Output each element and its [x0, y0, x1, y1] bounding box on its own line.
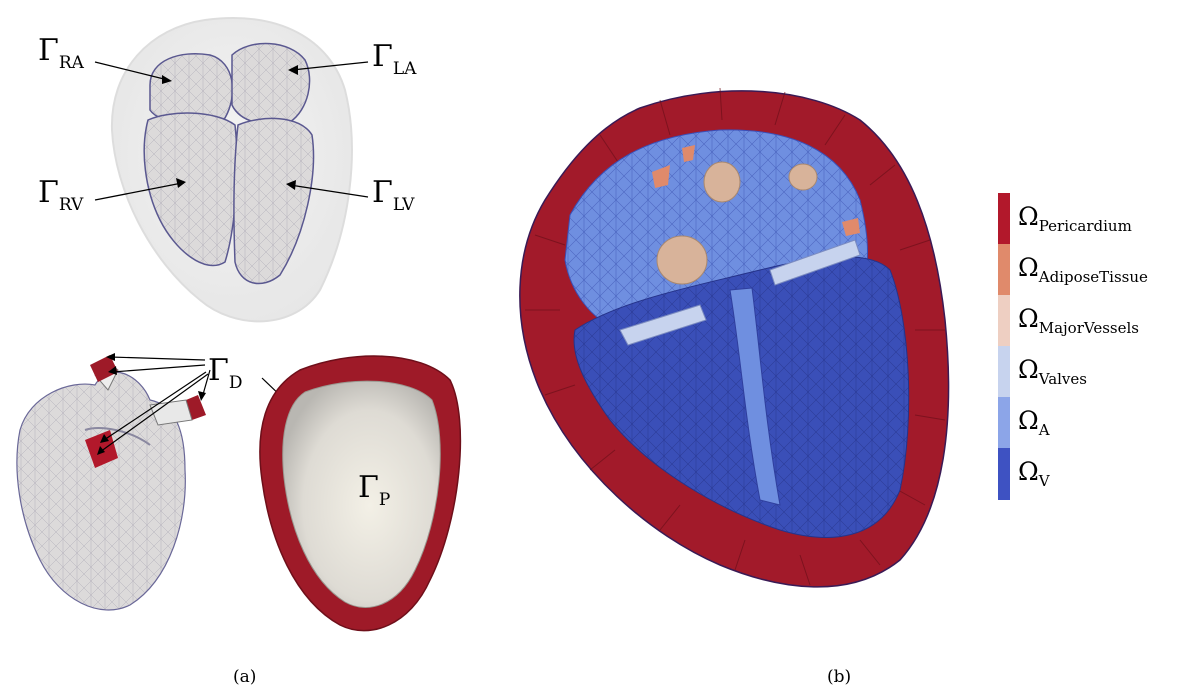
arrow-ra	[94, 61, 169, 81]
heart-chambers-illustration	[110, 17, 353, 323]
valve-right	[769, 239, 861, 286]
legend-swatch-adipose	[998, 244, 1010, 295]
pericardium-facets	[525, 87, 946, 586]
left-ventricle-surface	[233, 117, 315, 285]
caption-b: (b)	[827, 667, 851, 687]
heart-tissue-section-illustration	[519, 87, 950, 588]
legend-label-atria: ΩA	[1018, 406, 1050, 439]
label-gamma-lv: ΓLV	[372, 175, 415, 215]
svg-text:ΓRA: ΓRA	[38, 33, 85, 73]
major-vessel-3	[788, 163, 818, 191]
legend-swatch-atria	[998, 397, 1010, 448]
legend-swatch-pericardium	[998, 193, 1010, 244]
svg-text:ΓLV: ΓLV	[372, 175, 415, 215]
legend-label-valves: ΩValves	[1018, 355, 1087, 388]
label-gamma-rv: ΓRV	[38, 175, 84, 215]
label-gamma-ra: ΓRA	[38, 33, 85, 73]
arrows-d	[99, 356, 286, 453]
pericardium-section-illustration	[259, 355, 462, 632]
label-gamma-d: ΓD	[208, 353, 242, 393]
major-vessel-2	[703, 161, 741, 203]
arrow-la	[291, 61, 369, 71]
legend-swatch-vessels	[998, 295, 1010, 346]
legend-label-adipose: ΩAdiposeTissue	[1018, 253, 1148, 286]
label-gamma-la: ΓLA	[372, 39, 417, 79]
label-gamma-p: ΓP	[358, 470, 390, 510]
arrow-rv	[94, 182, 183, 201]
legend-label-ventricles: ΩV	[1018, 457, 1051, 490]
adipose-patch-2	[682, 145, 695, 162]
svg-text:ΓD: ΓD	[208, 353, 242, 393]
svg-text:ΓP: ΓP	[358, 470, 390, 510]
svg-text:ΓRV: ΓRV	[38, 175, 84, 215]
legend-swatch-valves	[998, 346, 1010, 397]
legend-swatch-ventricles	[998, 448, 1010, 500]
arrow-lv	[289, 184, 369, 198]
left-atrium-surface	[231, 42, 311, 125]
adipose-patch-1	[652, 165, 670, 188]
whole-heart-illustration	[16, 355, 206, 611]
tissue-legend: ΩPericardium ΩAdiposeTissue ΩMajorVessel…	[998, 193, 1148, 500]
legend-label-pericardium: ΩPericardium	[1018, 202, 1132, 235]
dirichlet-patch-top	[90, 355, 118, 382]
major-vessel-1	[656, 235, 708, 285]
adipose-patch-3	[842, 218, 860, 236]
pericardium-inner-surface	[282, 380, 441, 608]
svg-text:ΓLA: ΓLA	[372, 39, 417, 79]
legend-label-vessels: ΩMajorVessels	[1018, 304, 1139, 337]
valve-left	[619, 304, 707, 346]
dirichlet-patch-right	[186, 395, 206, 420]
whole-heart-surface	[16, 371, 186, 611]
caption-a: (a)	[233, 667, 256, 687]
septum-wall	[729, 287, 781, 506]
